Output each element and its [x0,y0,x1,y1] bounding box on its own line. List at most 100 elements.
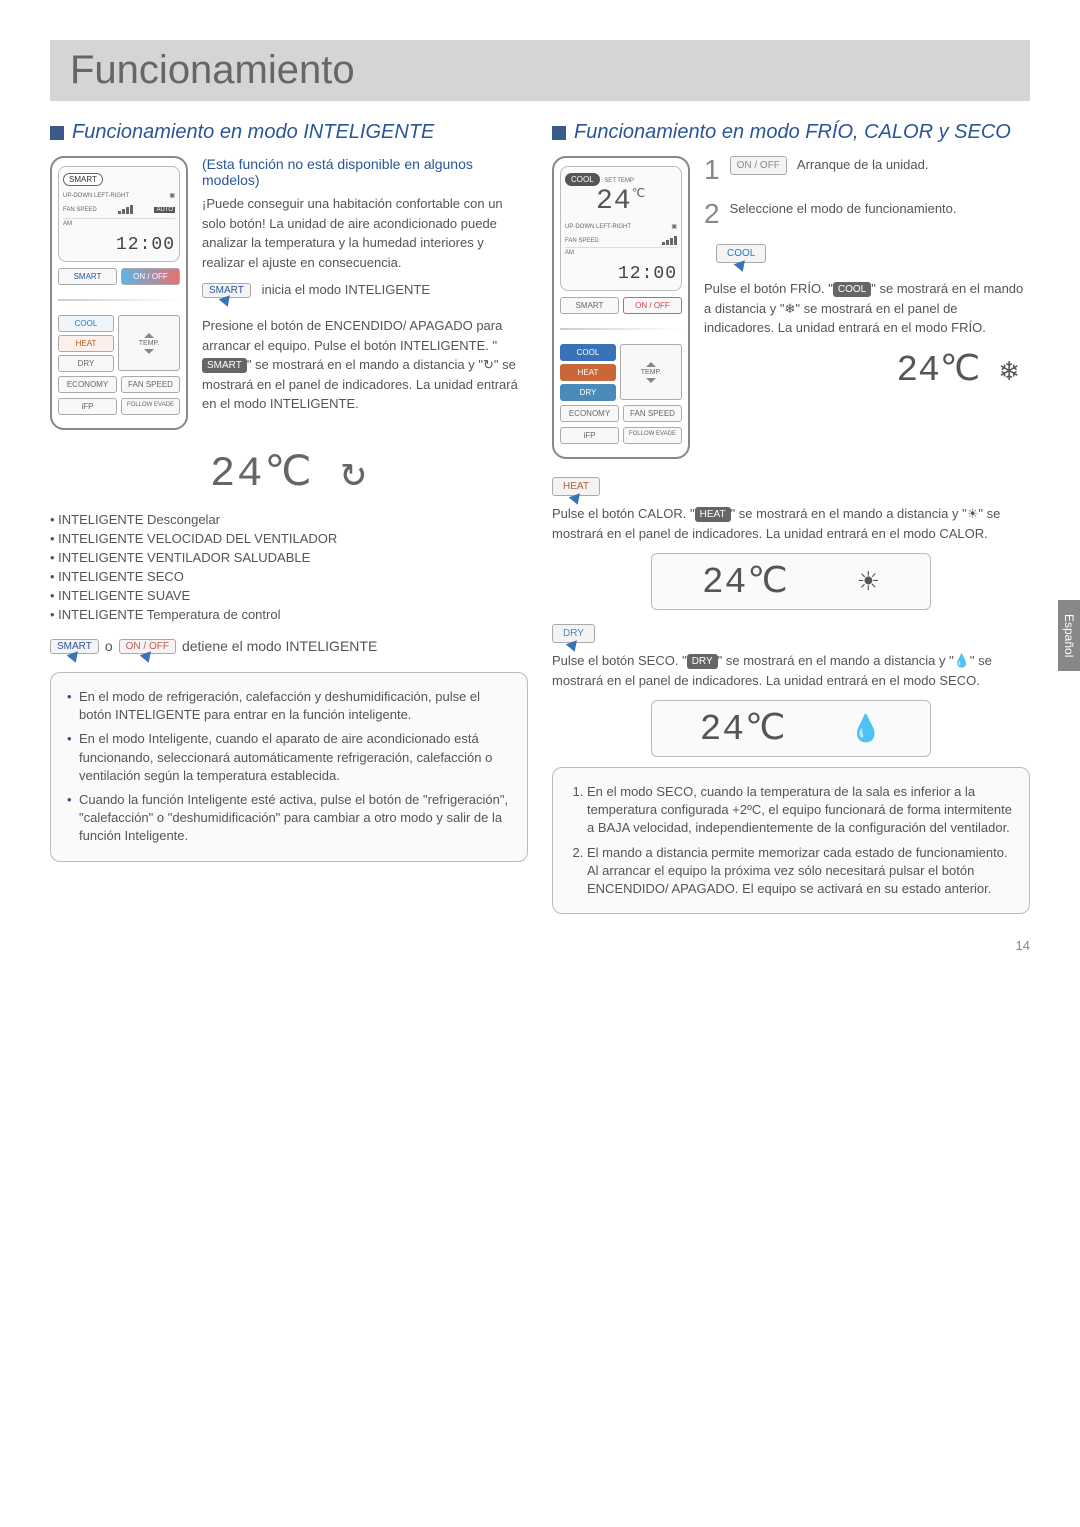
intro-note: (Esta función no está disponible en algu… [202,156,528,188]
right-section-title: Funcionamiento en modo FRÍO, CALOR y SEC… [574,121,1011,144]
left-section-title: Funcionamiento en modo INTELIGENTE [72,121,434,144]
intro-text-block: (Esta función no está disponible en algu… [202,156,528,424]
feature-item: INTELIGENTE VELOCIDAD DEL VENTILADOR [50,529,528,548]
step-number: 1 [704,156,720,184]
step1-onoff-button: ON / OFF [730,156,787,175]
smart-big-display: 24℃ ↻ [50,446,528,498]
remote-follow-button[interactable]: FOLLOW EVADE [623,427,682,444]
square-bullet-icon [50,126,64,140]
remote-ifp-button[interactable]: iFP [58,398,117,415]
remote-illustration-smart: SMART UP-DOWN LEFT-RIGHT▣ FAN SPEED AUTO… [50,156,188,430]
note-item: Cuando la función Inteligente esté activ… [67,788,511,849]
lcd-swing-row: UP-DOWN LEFT-RIGHT▣ [63,192,175,199]
lcd-cool-badge: COOL [565,173,600,186]
left-column: Funcionamiento en modo INTELIGENTE SMART… [50,121,528,914]
right-note-box: En el modo SECO, cuando la temperatura d… [552,767,1030,914]
lcd-time: 12:00 [63,235,175,255]
remote-onoff-button[interactable]: ON / OFF [623,297,682,314]
remote-fanspeed-button[interactable]: FAN SPEED [121,376,180,393]
remote-heat-button[interactable]: HEAT [58,335,114,352]
heat-paragraph: Pulse el botón CALOR. "HEAT" se mostrará… [552,504,1030,543]
note-item: El mando a distancia permite memorizar c… [587,841,1013,902]
cool-inline-temp: 24℃ [897,350,981,391]
fan-bars-icon [662,236,677,245]
remote-follow-button[interactable]: FOLLOW EVADE [121,398,180,415]
dry-mode-button: DRY [552,624,595,643]
remote-fanspeed-button[interactable]: FAN SPEED [623,405,682,422]
remote-lcd: SMART UP-DOWN LEFT-RIGHT▣ FAN SPEED AUTO… [58,166,180,262]
cool-paragraph: Pulse el botón FRÍO. "COOL" se mostrará … [704,279,1030,338]
sun-icon: ☀ [857,566,880,597]
lcd-smart-badge: SMART [63,173,103,186]
step-1: 1 ON / OFF Arranque de la unidad. [704,156,1030,184]
dry-paragraph: Pulse el botón SECO. "DRY" se mostrará e… [552,651,1030,690]
remote-economy-button[interactable]: ECONOMY [58,376,117,393]
remote-ifp-button[interactable]: iFP [560,427,619,444]
stop-smart-button: SMART [50,639,99,654]
note-item: En el modo SECO, cuando la temperatura d… [587,780,1013,841]
heat-mode-button: HEAT [552,477,600,496]
step-number: 2 [704,200,720,228]
remote-cool-button[interactable]: COOL [58,315,114,332]
remote-economy-button[interactable]: ECONOMY [560,405,619,422]
step-paragraph: Presione el botón de ENCENDIDO/ APAGADO … [202,316,528,414]
temp-up-icon [144,333,154,338]
dry-display-temp: 24℃ [700,707,787,750]
note-item: En el modo de refrigeración, calefacción… [67,685,511,727]
remote-smart-button[interactable]: SMART [560,297,619,314]
remote-smart-button[interactable]: SMART [58,268,117,285]
main-columns: Funcionamiento en modo INTELIGENTE SMART… [50,121,1030,914]
cool-mode-button: COOL [716,244,766,263]
right-top-row: COOL SET TEMP 24℃ UP-DOWN LEFT-RIGHT▣ FA… [552,156,1030,459]
heat-display-panel: 24℃ ☀ [651,553,931,610]
feature-item: INTELIGENTE Temperatura de control [50,605,528,624]
temp-down-icon [144,349,154,354]
right-column: Funcionamiento en modo FRÍO, CALOR y SEC… [552,121,1030,914]
feature-item: INTELIGENTE Descongelar [50,510,528,529]
page-number: 14 [50,938,1030,953]
dry-display-panel: 24℃ 💧 [651,700,931,757]
remote-temp-button[interactable]: TEMP. [118,315,180,371]
remote-illustration-cool: COOL SET TEMP 24℃ UP-DOWN LEFT-RIGHT▣ FA… [552,156,690,459]
remote-divider [58,299,180,301]
right-steps: 1 ON / OFF Arranque de la unidad. 2 Sele… [704,156,1030,391]
page-title: Funcionamiento [70,48,1010,93]
feature-item: INTELIGENTE SUAVE [50,586,528,605]
remote-cool-button[interactable]: COOL [560,344,616,361]
remote-heat-button[interactable]: HEAT [560,364,616,381]
left-note-box: En el modo de refrigeración, calefacción… [50,672,528,862]
intro-body: ¡Puede conseguir una habitación conforta… [202,194,528,272]
square-bullet-icon [552,126,566,140]
lcd-swing-row: UP-DOWN LEFT-RIGHT▣ [565,223,677,230]
page-title-bar: Funcionamiento [50,40,1030,101]
feature-list: INTELIGENTE Descongelar INTELIGENTE VELO… [50,510,528,624]
remote-lcd: COOL SET TEMP 24℃ UP-DOWN LEFT-RIGHT▣ FA… [560,166,682,291]
section-head-right: Funcionamiento en modo FRÍO, CALOR y SEC… [552,121,1030,144]
smart-hint-button: SMART [202,283,251,298]
remote-onoff-button[interactable]: ON / OFF [121,268,180,285]
feature-item: INTELIGENTE SECO [50,567,528,586]
stop-row: SMART o ON / OFF detiene el modo INTELIG… [50,638,528,654]
language-tab: Español [1058,600,1080,671]
lcd-time: 12:00 [565,264,677,284]
stop-onoff-button: ON / OFF [119,639,176,654]
heat-display-temp: 24℃ [702,560,789,603]
lcd-temp: 24℃ [565,186,677,217]
step-2: 2 Seleccione el modo de funcionamiento. [704,200,1030,228]
smart-hint-row: SMART inicia el modo INTELIGENTE [202,282,528,298]
remote-temp-button[interactable]: TEMP. [620,344,682,400]
note-item: En el modo Inteligente, cuando el aparat… [67,727,511,788]
temp-up-icon [646,362,656,367]
remote-dry-button[interactable]: DRY [58,355,114,372]
droplet-icon: 💧 [850,713,882,744]
snowflake-icon: ❄ [998,356,1020,386]
lcd-fan-row: FAN SPEED [565,236,677,245]
lcd-fan-row: FAN SPEED AUTO [63,205,175,214]
intro-row: SMART UP-DOWN LEFT-RIGHT▣ FAN SPEED AUTO… [50,156,528,430]
temp-down-icon [646,378,656,383]
fan-bars-icon [118,205,133,214]
remote-dry-button[interactable]: DRY [560,384,616,401]
feature-item: INTELIGENTE VENTILADOR SALUDABLE [50,548,528,567]
remote-divider [560,328,682,330]
section-head-left: Funcionamiento en modo INTELIGENTE [50,121,528,144]
